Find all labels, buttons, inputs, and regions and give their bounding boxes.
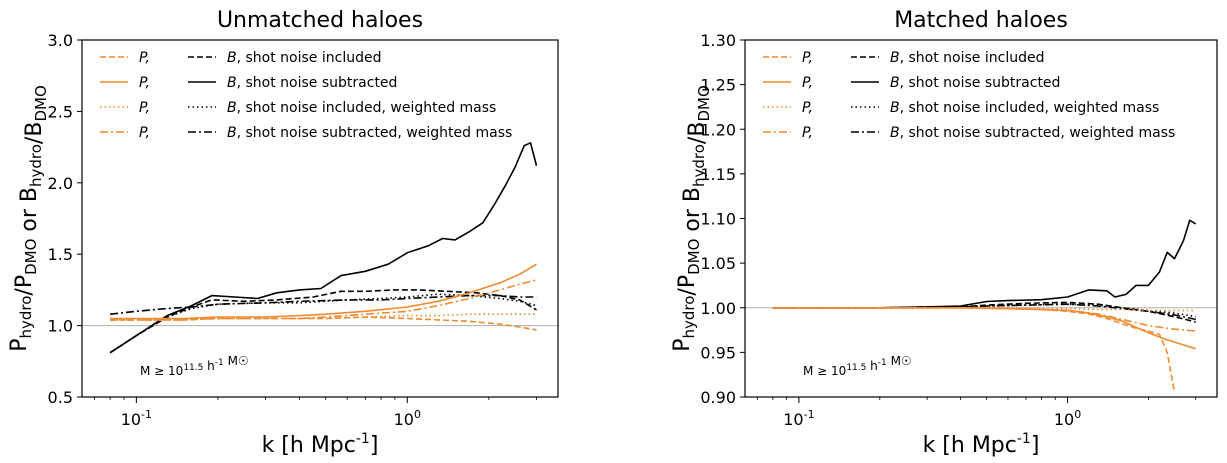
series-line-7 [110,313,537,321]
y-tick-label: 1.20 [700,120,736,139]
y-tick-label: 1.0 [48,317,73,336]
y-tick-label: 2.0 [48,174,73,193]
y-tick-label: 0.5 [48,388,73,407]
series-line-3 [109,293,537,354]
series-line-6 [110,263,537,320]
y-axis-label: Phydro/PDMO or Bhydro/BDMO [7,85,50,352]
x-axis-label: k [h Mpc-1] [923,431,1040,458]
y-tick-label: 1.25 [700,76,736,95]
series-line-1 [109,142,538,354]
legend-label: P, [139,100,150,116]
axes-frame [744,39,1218,398]
legend-label: P, [802,75,813,91]
series-line-8 [772,306,1196,332]
legend-label: B, shot noise included, weighted mass [890,100,1159,116]
legend-label: B, shot noise subtracted [890,75,1060,91]
legend: P, P, P, P, B, shot noise included B, shot no… [763,50,1175,141]
x-tick-label: 10-1 [783,408,814,429]
x-axis-label: k [h Mpc-1] [262,431,379,458]
panel-title: Matched haloes [894,8,1068,33]
series-line-8 [110,279,537,321]
y-tick-label: 0.95 [700,343,736,362]
y-tick-label: 3.0 [48,31,73,50]
y-tick-label: 1.5 [48,245,73,264]
panel-title: Unmatched haloes [217,8,423,33]
y-tick-label: 1.05 [700,254,736,273]
legend-label: B, shot noise subtracted, weighted mass [227,125,512,141]
series-line-4 [110,294,537,315]
chart-panel-1: Unmatched haloes 0.5 1.0 1.5 2.0 2.5 3.0 10-1 10… [7,8,559,458]
legend-label: B, shot noise subtracted [227,75,397,91]
legend-label: P, [139,125,150,141]
legend-label: P, [139,75,150,91]
x-tick-label: 10-1 [121,408,152,429]
y-tick-label: 0.90 [700,388,736,407]
legend-label: P, [802,100,813,116]
legend-label: B, shot noise subtracted, weighted mass [890,125,1175,141]
legend-label: B, shot noise included [890,50,1044,66]
series-line-4 [772,303,1196,321]
axes-frame [81,39,559,398]
legend-label: B, shot noise included [227,50,381,66]
y-tick-label: 1.10 [700,210,736,229]
legend-label: B, shot noise included, weighted mass [227,100,496,116]
x-tick-label: 100 [1054,408,1081,429]
y-axis-label: Phydro/PDMO or Bhydro/BDMO [670,85,713,352]
legend: P, P, P, P, B, shot noise included B, shot no… [100,50,512,141]
y-tick-label: 1.15 [700,165,736,184]
series-line-5 [772,306,1176,393]
legend-label: P, [802,125,813,141]
series-line-1 [772,219,1197,309]
x-tick-label: 100 [394,408,421,429]
y-tick-label: 1.00 [700,299,736,318]
chart-panel-2: Matched haloes 0.90 0.95 1.00 1.05 1.10 1.15 1.… [670,8,1218,458]
series-line-6 [772,306,1196,350]
y-tick-label: 2.5 [48,102,73,121]
mass-cut-annotation: M ≥ 1011.5 h-1 M☉ [803,354,912,378]
legend-label: P, [802,50,813,66]
mass-cut-annotation: M ≥ 1011.5 h-1 M☉ [140,354,249,378]
series-line-2 [109,289,537,354]
legend-label: P, [139,50,150,66]
y-tick-label: 1.30 [700,31,736,50]
